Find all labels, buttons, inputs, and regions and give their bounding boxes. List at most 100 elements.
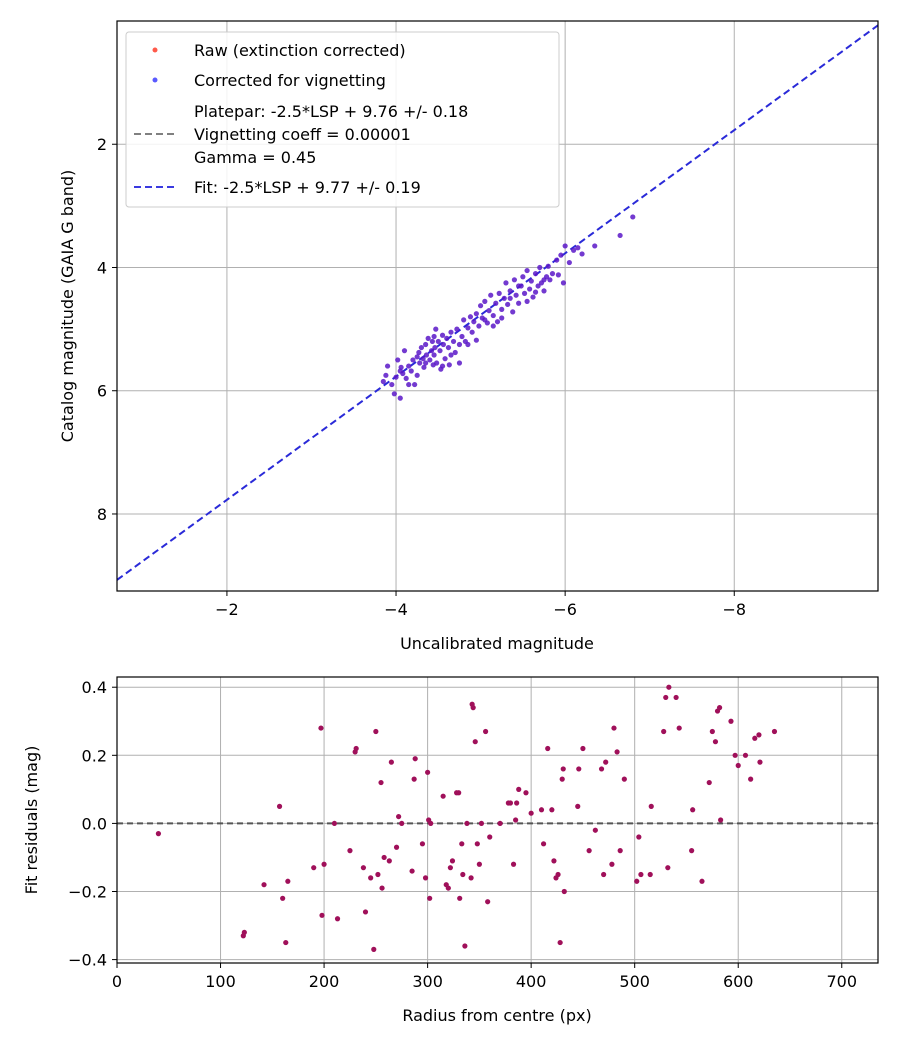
bottom-data-point [557,939,563,946]
bottom-data-point [360,865,367,871]
bottom-data-point [648,803,654,809]
top-data-point [499,306,505,312]
legend-label-platepar-line3: Gamma = 0.45 [194,148,316,167]
bottom-data-point [555,871,561,878]
top-data-point [427,357,433,363]
bottom-data-point [661,728,667,735]
top-data-point [421,364,427,370]
legend-label-corrected: Corrected for vignetting [194,71,386,90]
top-data-point [541,277,547,283]
top-data-point [423,352,430,358]
top-data-point [465,341,471,348]
top-data-point [465,325,471,331]
top-x-ticks: −2 −4 −6 −8 [215,591,746,619]
top-data-point [450,338,457,345]
top-data-point [384,363,391,369]
bottom-data-point [523,790,529,796]
bottom-data-point [690,807,696,813]
bottom-data-point [241,929,247,935]
top-y-tick-label: 8 [97,505,107,524]
bottom-data-point [485,899,491,905]
bottom-data-point [699,878,705,884]
legend-label-platepar-line1: Platepar: -2.5*LSP + 9.76 +/- 0.18 [194,102,468,121]
top-data-point [513,292,519,298]
top-x-axis-label: Uncalibrated magnitude [400,634,594,653]
top-data-point [490,312,496,319]
bottom-data-point [422,875,429,881]
top-data-point [410,357,416,363]
top-data-point [448,352,454,358]
bottom-data-point [748,776,754,782]
bottom-data-point [347,848,353,854]
bottom-data-point [464,820,470,827]
top-data-point [511,277,518,283]
top-data-point [423,341,429,348]
top-data-point [473,337,479,343]
bottom-data-point [470,705,476,711]
top-data-point [431,352,437,358]
top-scatter-points [380,214,636,401]
bottom-data-point [393,844,400,850]
bottom-data-point [598,766,605,772]
top-data-point [393,374,399,380]
bottom-data-point [462,943,468,949]
top-data-point [521,290,528,296]
bottom-data-point [155,831,162,837]
top-data-point [391,391,397,397]
bottom-data-point [559,776,565,782]
bottom-data-point [516,786,522,792]
top-data-point [488,292,494,298]
legend-marker-raw [152,47,158,53]
bottom-data-point [586,848,592,854]
top-chart: −2 −4 −6 −8 2 4 6 8 Uncalibrated magnitude Cat… [58,20,879,653]
bottom-data-point [478,820,485,827]
top-data-point [571,247,577,253]
bottom-data-point [545,745,551,752]
bottom-data-point [497,820,503,827]
top-fit-lines [117,24,878,581]
bottom-data-point [331,820,338,827]
top-data-point [532,289,539,295]
top-y-tick-label: 6 [97,382,107,401]
top-data-point [418,344,424,351]
top-data-point [507,288,513,294]
bottom-data-point [735,762,741,769]
legend-label-fit: Fit: -2.5*LSP + 9.77 +/- 0.19 [194,178,421,197]
bottom-data-point [732,752,738,758]
bottom-x-tick-label: 700 [826,972,857,991]
bottom-data-point [540,841,547,847]
top-data-point [397,368,403,374]
top-data-point [445,344,452,351]
top-y-axis-label: Catalog magnitude (GAIA G band) [58,170,77,442]
bottom-data-point [514,800,520,806]
bottom-data-point [379,885,385,891]
bottom-x-tick-label: 500 [619,972,650,991]
bottom-data-point [378,779,384,786]
top-data-point [414,372,420,378]
bottom-data-point [474,841,480,847]
bottom-data-point [666,684,672,690]
bottom-data-point [638,871,644,878]
top-data-point [389,381,395,388]
top-data-point [520,274,526,280]
top-y-tick-label: 2 [97,135,107,154]
bottom-data-point [362,909,369,915]
bottom-x-tick-label: 600 [723,972,754,991]
top-data-point [417,360,423,366]
bottom-y-tick-label: −0.4 [68,951,107,970]
top-data-point [446,362,452,368]
top-data-point [380,378,386,385]
top-data-point [630,214,636,220]
bottom-data-point [472,739,478,745]
bottom-data-point [445,885,451,891]
top-data-point [482,298,488,304]
bottom-data-point [283,939,289,946]
bottom-data-point [476,861,482,867]
top-data-point [490,323,496,329]
bottom-grid [116,677,878,963]
top-data-point [425,335,431,341]
top-data-point [444,335,450,341]
top-data-point [562,243,568,249]
bottom-data-point [276,803,283,809]
bottom-data-point [373,728,379,735]
